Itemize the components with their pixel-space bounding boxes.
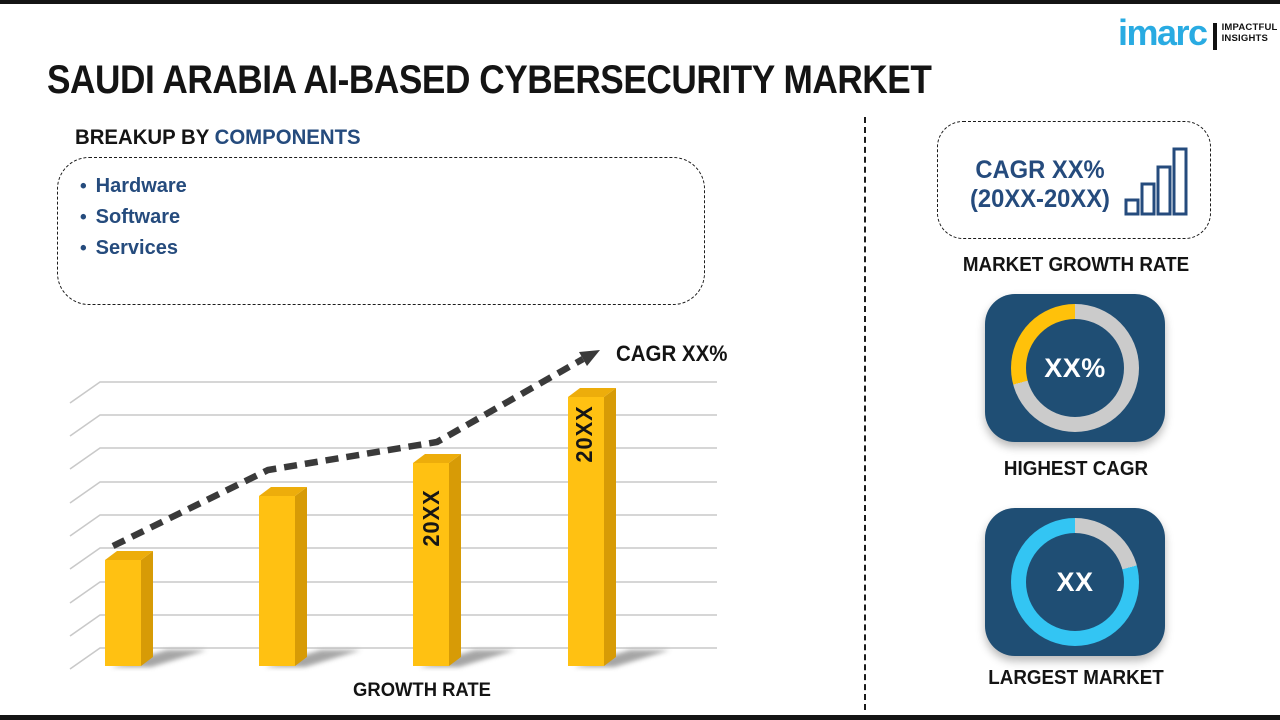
list-item-services: • Services	[80, 233, 187, 264]
top-border	[0, 0, 1280, 4]
bullet-icon: •	[80, 238, 87, 259]
donut-hole: XX	[1026, 533, 1124, 631]
bottom-border	[0, 715, 1280, 720]
bullet-icon: •	[80, 207, 87, 228]
highest-cagr-caption: HIGHEST CAGR	[1003, 458, 1149, 480]
components-box	[57, 157, 705, 305]
breakup-heading: BREAKUP BY COMPONENTS	[75, 126, 361, 150]
imarc-logo-wordmark: imarc	[1118, 12, 1208, 53]
market-growth-rate-caption: MARKET GROWTH RATE	[962, 254, 1190, 276]
largest-market-caption: LARGEST MARKET	[988, 667, 1164, 689]
bar-4-label: 20XX	[571, 405, 597, 463]
cagr-trend-line	[111, 356, 585, 549]
list-item-hardware: • Hardware	[80, 171, 187, 202]
bullet-icon: •	[80, 176, 87, 197]
largest-market-value: XX	[1056, 566, 1094, 597]
cagr-trend-label: CAGR XX%	[616, 341, 728, 366]
bar-4	[568, 388, 616, 666]
gridlines	[69, 381, 717, 670]
highest-cagr-donut: XX%	[1011, 304, 1139, 432]
largest-market-tile: XX	[985, 508, 1165, 656]
largest-market-donut: XX	[1011, 518, 1139, 646]
breakup-heading-prefix: BREAKUP BY	[75, 126, 215, 149]
bar-3-label: 20XX	[418, 489, 444, 547]
list-item-software: • Software	[80, 202, 187, 233]
highest-cagr-value: XX%	[1044, 352, 1106, 383]
highest-cagr-tile: XX%	[985, 294, 1165, 442]
logo-tagline: IMPACTFUL INSIGHTS	[1221, 22, 1278, 44]
bars	[105, 388, 616, 666]
bar-2	[259, 487, 307, 666]
page-title: SAUDI ARABIA AI-BASED CYBERSECURITY MARK…	[47, 58, 932, 102]
trend-arrowhead-icon	[579, 350, 600, 366]
cagr-period-box	[937, 121, 1211, 239]
imarc-logo: imarc IMPACTFUL INSIGHTS	[1118, 12, 1278, 53]
x-axis-label: GROWTH RATE	[353, 680, 491, 701]
breakup-heading-highlight: COMPONENTS	[214, 126, 361, 149]
donut-hole: XX%	[1026, 319, 1124, 417]
bar-3	[413, 454, 461, 666]
bar-1	[105, 551, 153, 666]
cagr-period-text: CAGR XX% (20XX-20XX)	[970, 156, 1110, 213]
vertical-dashed-divider	[864, 117, 866, 710]
components-list: • Hardware • Software • Services	[80, 171, 187, 264]
logo-divider-bar	[1212, 23, 1217, 50]
